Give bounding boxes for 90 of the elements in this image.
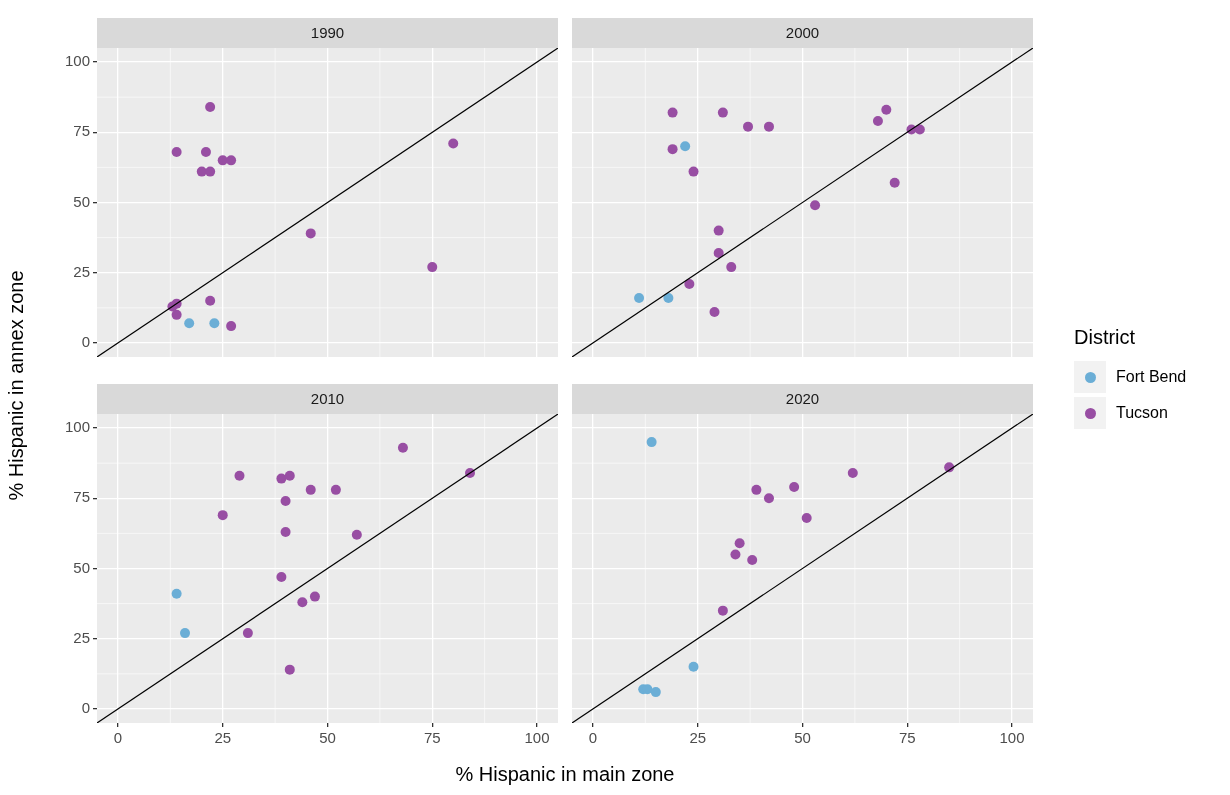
point <box>763 493 774 504</box>
point <box>667 144 678 155</box>
point <box>789 482 800 493</box>
y-axis-title: % Hispanic in annex zone <box>4 270 28 501</box>
point <box>743 121 754 132</box>
point <box>663 293 674 304</box>
chart-title: 2010 <box>97 384 558 414</box>
point <box>234 470 245 481</box>
point <box>284 470 295 481</box>
y-tick-label: 75 <box>73 122 90 140</box>
x-tick-label: 75 <box>898 729 916 747</box>
x-tick-label: 25 <box>214 729 232 747</box>
y-tick-label: 25 <box>73 262 90 280</box>
y-tick-label: 100 <box>64 418 90 436</box>
point <box>914 124 925 135</box>
x-axis-title: % Hispanic in main zone <box>455 763 675 786</box>
point <box>305 228 316 239</box>
point <box>226 155 237 166</box>
point <box>427 262 438 273</box>
x-tick-label: 100 <box>999 729 1025 747</box>
point <box>184 318 195 329</box>
legend-title: District <box>1074 326 1137 349</box>
point <box>889 177 900 188</box>
point <box>280 496 291 507</box>
point <box>801 512 812 523</box>
y-tick-label: 100 <box>64 52 90 70</box>
y-tick-label: 25 <box>73 628 90 646</box>
point <box>305 484 316 495</box>
point <box>667 107 678 118</box>
point <box>751 484 762 495</box>
point <box>209 318 220 329</box>
point <box>397 442 408 453</box>
y-tick-label: 0 <box>81 699 90 717</box>
point <box>847 467 858 478</box>
point <box>171 309 182 320</box>
x-tick-label: 75 <box>423 729 441 747</box>
point <box>650 687 661 698</box>
point <box>717 605 728 616</box>
point <box>276 571 287 582</box>
x-tick-label: 0 <box>588 729 598 747</box>
point <box>297 597 308 608</box>
legend-label: Tucson <box>1116 404 1168 422</box>
point <box>734 538 745 549</box>
point <box>688 166 699 177</box>
point <box>171 588 182 599</box>
y-tick-label: 75 <box>73 488 90 506</box>
point <box>242 628 253 639</box>
point <box>881 104 892 115</box>
point <box>730 549 741 560</box>
point <box>448 138 459 149</box>
x-tick-label: 0 <box>113 729 123 747</box>
point <box>717 107 728 118</box>
chart-title: 2000 <box>572 18 1033 48</box>
point <box>872 116 883 127</box>
point <box>217 510 228 521</box>
point <box>646 437 657 448</box>
x-tick-label: 25 <box>689 729 707 747</box>
point <box>171 146 182 157</box>
point <box>747 555 758 566</box>
point <box>330 484 341 495</box>
point <box>205 295 216 306</box>
y-tick-label: 50 <box>73 558 90 576</box>
point <box>763 121 774 132</box>
point <box>726 262 737 273</box>
point <box>180 628 191 639</box>
x-tick-label: 50 <box>794 729 811 747</box>
legend-label: Fort Bend <box>1116 368 1187 386</box>
point <box>810 200 821 211</box>
point <box>680 141 691 152</box>
chart-title: 1990 <box>97 18 558 48</box>
point <box>713 225 724 236</box>
point <box>709 307 720 318</box>
point <box>309 591 320 602</box>
point <box>284 664 295 675</box>
point <box>634 293 645 304</box>
point <box>688 661 699 672</box>
point <box>226 321 237 332</box>
point <box>205 101 216 112</box>
x-tick-label: 50 <box>319 729 336 747</box>
y-tick-label: 0 <box>81 333 90 351</box>
point <box>713 248 724 259</box>
point <box>280 526 291 537</box>
point <box>351 529 362 540</box>
point <box>276 473 287 484</box>
x-tick-label: 100 <box>524 729 550 747</box>
y-tick-label: 50 <box>73 192 90 210</box>
point <box>205 166 216 177</box>
chart-title: 2020 <box>572 384 1033 414</box>
point <box>200 146 211 157</box>
point <box>684 278 695 289</box>
